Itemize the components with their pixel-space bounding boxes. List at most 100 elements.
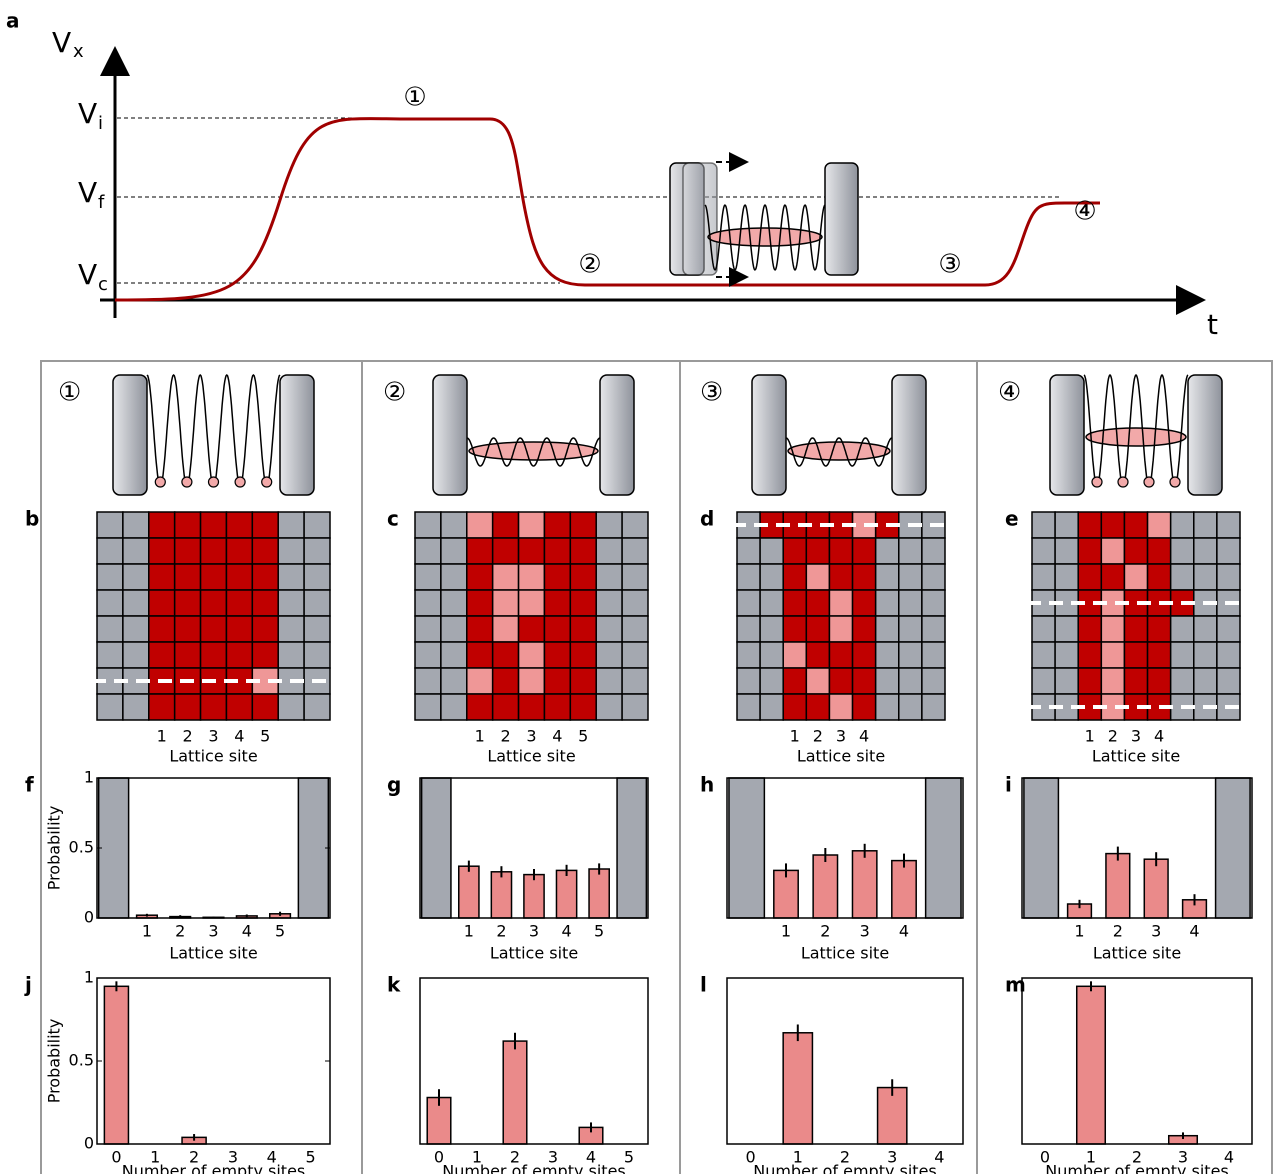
stage-marker: ④: [1073, 197, 1096, 227]
x-tick-label: 4: [242, 922, 252, 941]
lattice-cell: [1217, 642, 1240, 668]
lattice-cell: [123, 694, 149, 720]
x-tick-label: 3: [860, 922, 870, 941]
y-tick-label: 0.5: [69, 1051, 94, 1070]
x-tick-label: 1: [475, 727, 485, 746]
panel-label: d: [700, 507, 714, 531]
plot-frame: [97, 778, 330, 918]
lattice-cell: [175, 642, 201, 668]
lattice-cell: [1171, 616, 1194, 642]
lattice-cell: [783, 616, 806, 642]
lattice-cell: [1171, 538, 1194, 564]
bar: [1024, 778, 1059, 918]
lattice-cell: [899, 694, 922, 720]
bar: [1144, 859, 1168, 918]
lattice-cell: [544, 642, 570, 668]
lattice-cell: [737, 564, 760, 590]
lattice-cell: [544, 512, 570, 538]
x-axis-label: t: [1207, 308, 1218, 341]
lattice-cell: [899, 538, 922, 564]
lattice-cell: [1101, 564, 1124, 590]
lattice-cell: [1217, 616, 1240, 642]
x-tick-label: 1: [142, 922, 152, 941]
lattice-cell: [622, 538, 648, 564]
x-tick-label: 2: [820, 922, 830, 941]
x-tick-label: 3: [208, 922, 218, 941]
lattice-cell: [544, 616, 570, 642]
lattice-cell: [304, 590, 330, 616]
x-tick-label: 2: [501, 727, 511, 746]
lattice-cell: [806, 590, 829, 616]
lattice-cell: [493, 668, 519, 694]
lattice-cell: [467, 564, 493, 590]
y-axis-label-sub: x: [73, 41, 84, 62]
wall: [600, 375, 634, 495]
lattice-cell: [1101, 616, 1124, 642]
level-label-sub: c: [98, 274, 108, 295]
lattice-cell: [1148, 564, 1171, 590]
lattice-cell: [1055, 642, 1078, 668]
lattice-cell: [149, 512, 175, 538]
bar: [892, 861, 916, 918]
lattice-cell: [226, 538, 252, 564]
lattice-cell: [922, 616, 945, 642]
lattice-cell: [853, 590, 876, 616]
atom-cloud: [708, 228, 822, 246]
atom-cloud: [469, 442, 598, 460]
lattice-cell: [304, 616, 330, 642]
lattice-cell: [570, 668, 596, 694]
lattice-cell: [737, 642, 760, 668]
lattice-cell: [226, 590, 252, 616]
atom: [235, 477, 245, 487]
bar: [589, 869, 609, 918]
panel-label: e: [1005, 507, 1019, 531]
level-label: V: [78, 176, 97, 209]
lattice-cell: [829, 616, 852, 642]
lattice-cell: [853, 668, 876, 694]
lattice-cell: [123, 512, 149, 538]
lattice-cell: [899, 642, 922, 668]
x-tick-label: 3: [526, 727, 536, 746]
lattice-cell: [226, 642, 252, 668]
lattice-cell: [876, 616, 899, 642]
lattice-cell: [1101, 512, 1124, 538]
lattice-cell: [1101, 538, 1124, 564]
panel-label: b: [25, 507, 39, 531]
lattice-cell: [829, 694, 852, 720]
lattice-cell: [1217, 538, 1240, 564]
lattice-cell: [304, 642, 330, 668]
lattice-cell: [467, 590, 493, 616]
lattice-cell: [519, 694, 545, 720]
lattice-cell: [1124, 668, 1147, 694]
lattice-cell: [1194, 668, 1217, 694]
bar: [422, 778, 451, 918]
lattice-cell: [1148, 538, 1171, 564]
lattice-cell: [149, 694, 175, 720]
page: {"panel_a": {"label": "a", "y_axis": {"m…: [0, 0, 1274, 1174]
level-label-sub: f: [98, 192, 105, 213]
x-tick-label: 4: [1189, 922, 1199, 941]
lattice-cell: [783, 564, 806, 590]
lattice-cell: [783, 668, 806, 694]
lattice-cell: [876, 590, 899, 616]
bar: [774, 870, 798, 918]
lattice-cell: [1171, 668, 1194, 694]
lattice-cell: [252, 616, 278, 642]
atom: [155, 477, 165, 487]
column-stage: ④: [998, 378, 1021, 408]
lattice-cell: [149, 538, 175, 564]
lattice-cell: [441, 538, 467, 564]
lattice-cell: [467, 642, 493, 668]
panel-label: a: [6, 9, 20, 33]
lattice-cell: [622, 668, 648, 694]
x-axis-label: Lattice site: [487, 747, 575, 766]
wall: [752, 375, 786, 495]
lattice-cell: [519, 512, 545, 538]
lattice-cell: [415, 694, 441, 720]
lattice-cell: [1032, 512, 1055, 538]
x-axis-label: Lattice site: [1093, 944, 1181, 963]
lattice-cell: [544, 564, 570, 590]
lattice-cell: [519, 538, 545, 564]
lattice-cell: [1124, 512, 1147, 538]
lattice-cell: [415, 538, 441, 564]
